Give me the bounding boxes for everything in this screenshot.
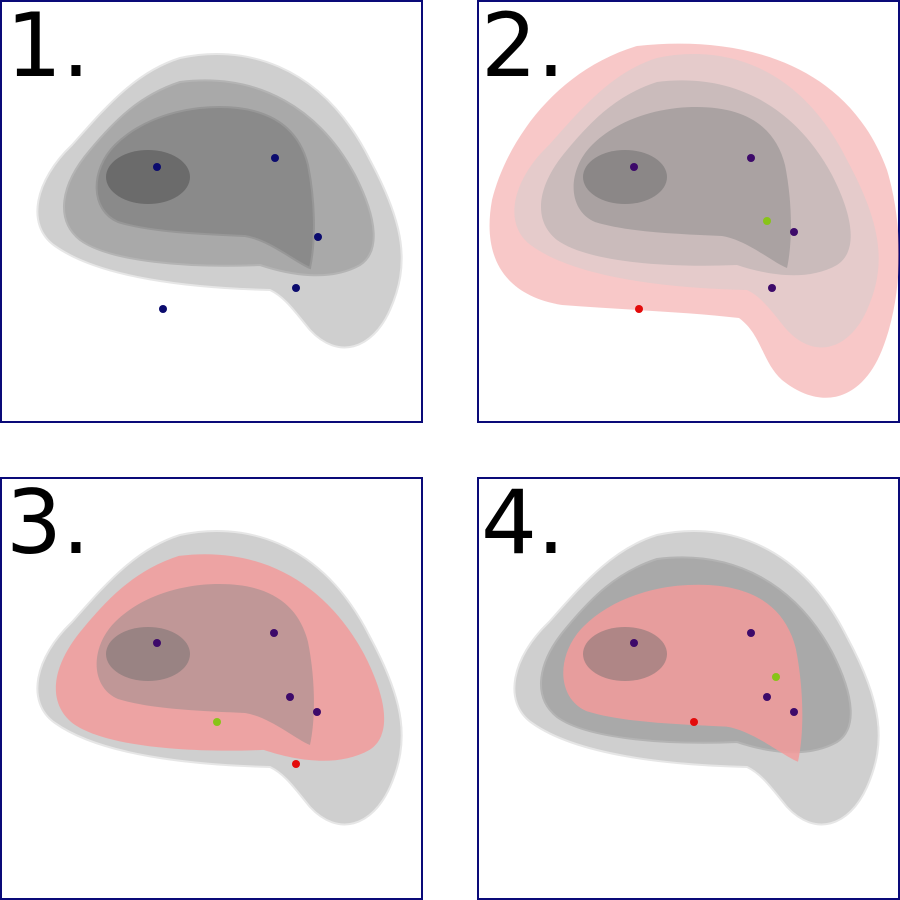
panel-2-point xyxy=(630,163,638,171)
panel-3-point xyxy=(286,693,294,701)
panel-4-point xyxy=(772,673,780,681)
panel-1-point xyxy=(153,163,161,171)
panel-3: 3. xyxy=(0,471,423,900)
panel-3-point xyxy=(292,760,300,768)
panel-4-point xyxy=(790,708,798,716)
panel-2-point xyxy=(763,217,771,225)
panel-2-point xyxy=(635,305,643,313)
panel-1-contour-level-4 xyxy=(106,150,190,204)
panel-2-label: 2. xyxy=(481,0,565,97)
panel-1-point xyxy=(159,305,167,313)
panel-3-point xyxy=(213,718,221,726)
panel-4-point xyxy=(630,639,638,647)
panel-1-point xyxy=(292,284,300,292)
panel-2-point xyxy=(768,284,776,292)
panel-2-contour-level-4 xyxy=(583,150,667,204)
panel-3-point xyxy=(270,629,278,637)
panel-2-point xyxy=(790,228,798,236)
panel-4-point xyxy=(747,629,755,637)
panel-3-point xyxy=(153,639,161,647)
panel-4-point xyxy=(690,718,698,726)
panel-1-point xyxy=(314,233,322,241)
panel-1: 1. xyxy=(0,0,423,423)
panel-1-label: 1. xyxy=(6,0,90,97)
panel-2: 2. xyxy=(477,0,900,423)
panel-2-point xyxy=(747,154,755,162)
panel-4-contour-level-4 xyxy=(583,627,667,681)
panel-4: 4. xyxy=(477,471,900,900)
panel-3-label: 3. xyxy=(6,471,90,574)
panel-1-point xyxy=(271,154,279,162)
panel-4-label: 4. xyxy=(481,471,565,574)
panel-3-contour-level-4 xyxy=(106,627,190,681)
panel-4-point xyxy=(763,693,771,701)
panel-3-point xyxy=(313,708,321,716)
